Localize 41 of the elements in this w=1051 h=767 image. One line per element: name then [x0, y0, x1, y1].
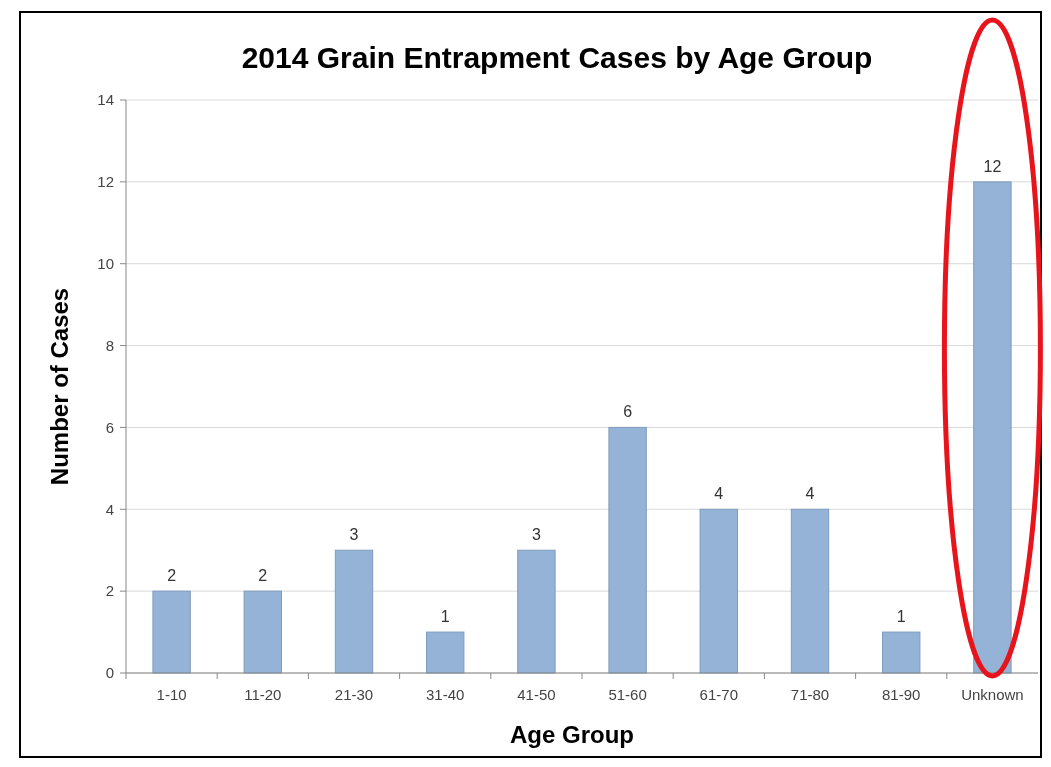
bar — [608, 426, 647, 674]
data-label: 3 — [349, 526, 359, 544]
x-tick-label: 61-70 — [699, 686, 738, 703]
bar — [882, 631, 921, 674]
bar — [426, 631, 465, 674]
y-tick-label: 4 — [105, 500, 114, 518]
bar — [973, 181, 1012, 674]
x-tick-label: 11-20 — [244, 686, 282, 703]
bar — [334, 549, 374, 674]
y-tick-label: 0 — [105, 664, 114, 682]
x-tick-label: Unknown — [961, 686, 1024, 703]
bar — [152, 590, 191, 674]
data-label: 2 — [258, 567, 268, 585]
data-label: 4 — [714, 485, 724, 503]
data-label: 1 — [896, 608, 906, 626]
x-axis-title: Age Group — [510, 721, 634, 748]
data-label: 6 — [623, 403, 633, 421]
data-label: 1 — [440, 608, 450, 626]
chart-title: 2014 Grain Entrapment Cases by Age Group — [241, 41, 873, 74]
y-axis-title: Number of Cases — [46, 287, 73, 486]
data-label: 3 — [531, 526, 541, 544]
y-tick-label: 2 — [105, 582, 114, 600]
bar — [243, 590, 282, 674]
x-tick-label: 1-10 — [156, 686, 187, 703]
data-label: 4 — [805, 485, 815, 503]
data-label: 12 — [983, 157, 1002, 175]
x-tick-label: 51-60 — [608, 686, 647, 703]
y-tick-label: 10 — [97, 254, 114, 272]
y-tick-label: 14 — [97, 91, 114, 109]
bar — [699, 508, 738, 674]
x-tick-label: 81-90 — [882, 686, 921, 703]
bar — [517, 549, 556, 674]
y-tick-label: 6 — [105, 418, 114, 436]
y-tick-label: 8 — [105, 336, 114, 354]
y-tick-label: 12 — [97, 173, 114, 191]
bar — [790, 508, 830, 674]
x-tick-label: 21-30 — [334, 686, 374, 703]
x-tick-label: 31-40 — [426, 686, 465, 703]
data-label: 2 — [167, 567, 177, 585]
x-tick-label: 71-80 — [790, 686, 830, 703]
x-tick-label: 41-50 — [517, 686, 556, 703]
